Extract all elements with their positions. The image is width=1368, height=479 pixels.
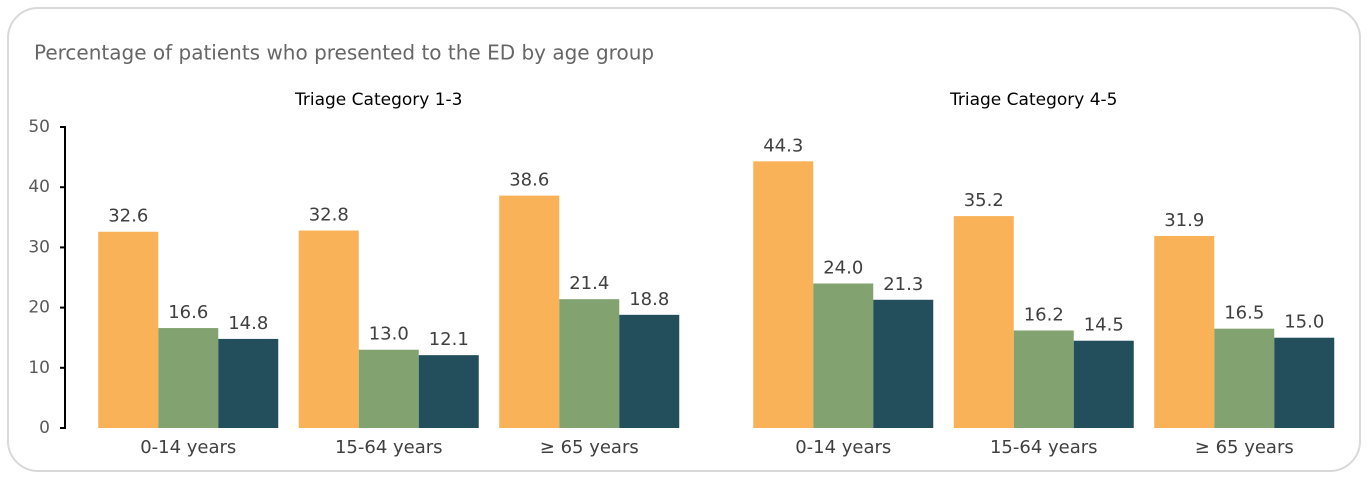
value-label: 15.0 bbox=[1284, 312, 1324, 333]
y-tick-label: 50 bbox=[28, 117, 50, 137]
bar bbox=[1073, 340, 1134, 428]
value-label: 12.1 bbox=[429, 329, 469, 350]
bar bbox=[813, 283, 874, 428]
y-tick-label: 20 bbox=[28, 298, 50, 318]
bar bbox=[418, 355, 479, 428]
value-label: 32.6 bbox=[108, 206, 148, 227]
bar bbox=[499, 195, 560, 428]
value-label: 18.8 bbox=[629, 289, 669, 310]
bar bbox=[873, 299, 934, 428]
value-label: 24.0 bbox=[823, 258, 863, 279]
chart-title: Percentage of patients who presented to … bbox=[34, 41, 654, 65]
value-label: 14.5 bbox=[1084, 315, 1124, 336]
bar bbox=[358, 349, 419, 428]
value-label: 16.5 bbox=[1224, 303, 1264, 324]
bar bbox=[298, 230, 359, 428]
bar bbox=[619, 314, 680, 428]
x-tick-label: 0-14 years bbox=[795, 437, 891, 458]
bar bbox=[953, 216, 1014, 428]
x-tick-label: 0-14 years bbox=[140, 437, 236, 458]
value-label: 21.4 bbox=[569, 273, 609, 294]
bar bbox=[98, 231, 159, 428]
bar bbox=[1274, 337, 1335, 428]
bar bbox=[158, 328, 219, 428]
value-label: 44.3 bbox=[763, 135, 803, 156]
x-tick-label: ≥ 65 years bbox=[1195, 437, 1294, 458]
value-label: 38.6 bbox=[509, 170, 549, 191]
bar bbox=[1214, 328, 1275, 428]
value-label: 32.8 bbox=[309, 205, 349, 226]
value-label: 31.9 bbox=[1164, 210, 1204, 231]
panel-title: Triage Category 1-3 bbox=[294, 90, 463, 110]
value-label: 16.2 bbox=[1024, 304, 1064, 325]
x-tick-label: 15-64 years bbox=[990, 437, 1098, 458]
bar bbox=[1154, 235, 1215, 428]
value-label: 14.8 bbox=[228, 313, 268, 334]
bar bbox=[1013, 330, 1074, 428]
y-tick-label: 0 bbox=[39, 418, 50, 438]
x-tick-label: ≥ 65 years bbox=[540, 437, 639, 458]
value-label: 35.2 bbox=[964, 190, 1004, 211]
y-tick-label: 40 bbox=[28, 177, 50, 197]
bar bbox=[218, 338, 279, 428]
y-tick-label: 10 bbox=[28, 358, 50, 378]
bar bbox=[753, 161, 814, 428]
bar bbox=[559, 299, 620, 428]
value-label: 21.3 bbox=[883, 274, 923, 295]
x-tick-label: 15-64 years bbox=[335, 437, 443, 458]
y-tick-label: 30 bbox=[28, 237, 50, 257]
value-label: 13.0 bbox=[369, 324, 409, 345]
value-label: 16.6 bbox=[168, 302, 208, 323]
panel-title: Triage Category 4-5 bbox=[949, 90, 1118, 110]
